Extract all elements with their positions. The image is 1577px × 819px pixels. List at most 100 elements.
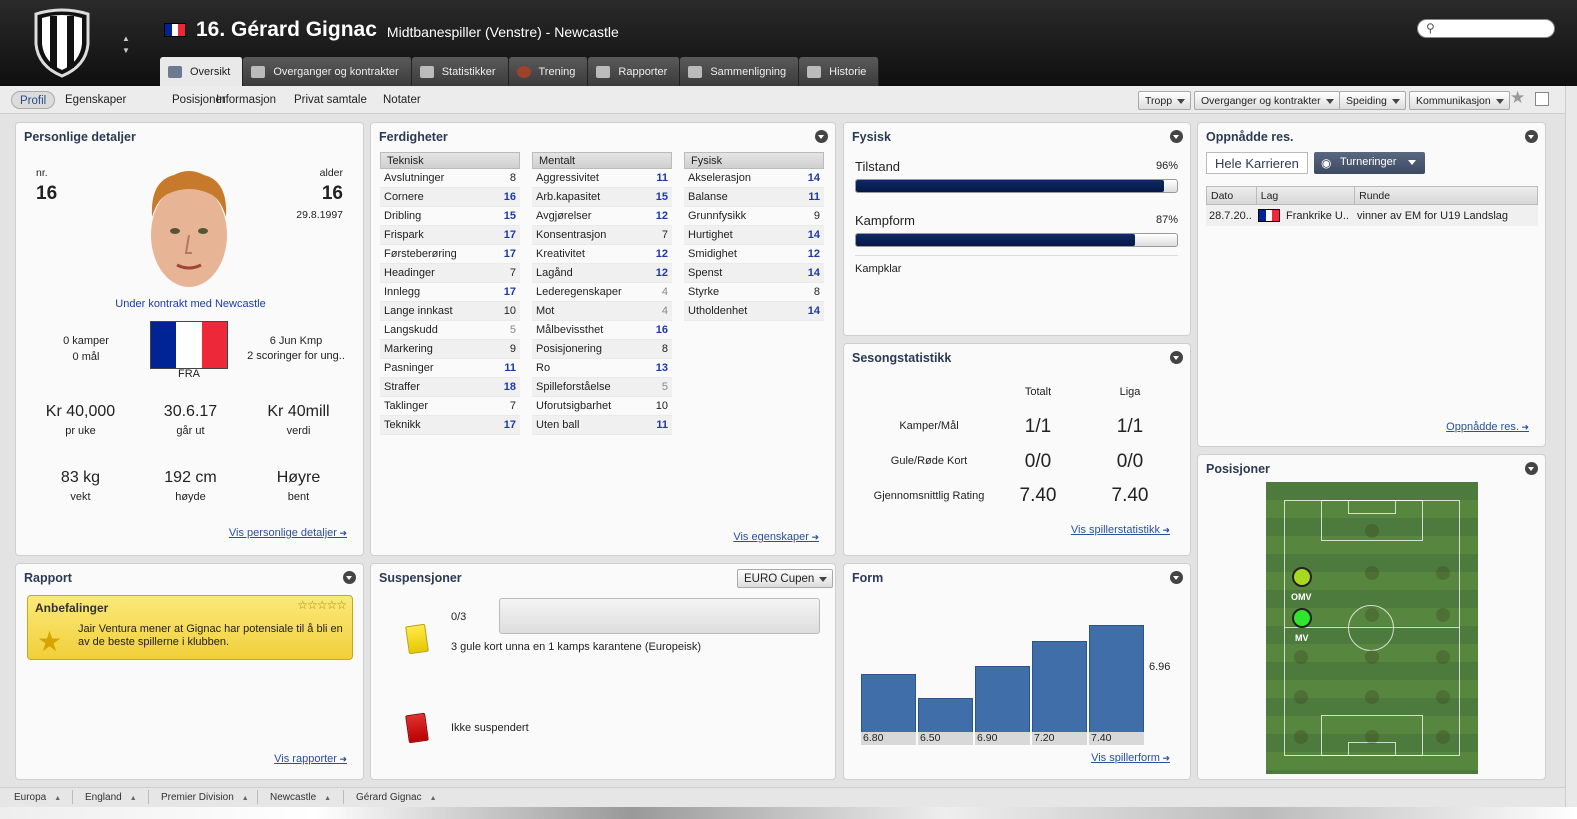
panel-menu-icon[interactable] [1170, 130, 1183, 143]
skill-row[interactable]: Taklinger 7 [380, 397, 520, 416]
panel-menu-icon[interactable] [1525, 462, 1538, 475]
star-icon[interactable]: ★ [1510, 88, 1526, 107]
skill-row[interactable]: Aggressivitet 11 [532, 169, 672, 188]
search-input[interactable]: ⚲ [1417, 19, 1555, 38]
tab-label: Sammenligning [710, 65, 787, 78]
tab-historie[interactable]: Historie [799, 57, 880, 86]
player-stats-link[interactable]: Vis spillerstatistikk [1071, 524, 1170, 536]
skill-row[interactable]: Utholdenhet 14 [684, 302, 824, 321]
tropp-dropdown[interactable]: Tropp [1138, 91, 1192, 110]
skill-row[interactable]: Dribling 15 [380, 207, 520, 226]
skill-row[interactable]: Frispark 17 [380, 226, 520, 245]
skill-row[interactable]: Markering 9 [380, 340, 520, 359]
skill-row[interactable]: Uforutsigbarhet 10 [532, 397, 672, 416]
skill-row[interactable]: Førsteberøring 17 [380, 245, 520, 264]
table-row[interactable]: 28.7.20.. Frankrike U.. vinner av EM for… [1206, 205, 1538, 226]
form-bar[interactable] [1089, 625, 1144, 737]
recommendation-box[interactable]: Anbefalinger ☆☆☆☆☆ ★ Jair Ventura mener … [27, 595, 353, 660]
nation-flag[interactable] [150, 321, 228, 369]
tab-oversikt[interactable]: Oversikt [160, 57, 244, 86]
skill-row[interactable]: Arb.kapasitet 15 [532, 188, 672, 207]
reports-link[interactable]: Vis rapporter [274, 753, 347, 765]
skill-row[interactable]: Avslutninger 8 [380, 169, 520, 188]
panel-menu-icon[interactable] [1525, 130, 1538, 143]
panel-menu-icon[interactable] [343, 571, 356, 584]
skill-row[interactable]: Teknikk 17 [380, 416, 520, 435]
breadcrumb-item[interactable]: Premier Division [161, 792, 249, 803]
skill-row[interactable]: Headinger 7 [380, 264, 520, 283]
contract-link[interactable]: Under kontrakt med Newcastle [115, 298, 266, 310]
skill-row[interactable]: Ro 13 [532, 359, 672, 378]
personal-details-link[interactable]: Vis personlige detaljer [229, 527, 347, 539]
form-bar[interactable] [1032, 641, 1087, 737]
tab-statistikker[interactable]: Statistikker [411, 57, 509, 86]
skill-row[interactable]: Spilleforståelse 5 [532, 378, 672, 397]
up-arrow-icon[interactable]: ▲ [122, 34, 130, 43]
subnav-profil[interactable]: Profil [11, 91, 56, 109]
tournaments-dropdown[interactable]: Turneringer [1314, 152, 1425, 174]
skill-row[interactable]: Avgjørelser 12 [532, 207, 672, 226]
form-bar[interactable] [861, 674, 916, 737]
breadcrumb-item[interactable]: England [85, 792, 137, 803]
skill-row[interactable]: Lederegenskaper 4 [532, 283, 672, 302]
overview-icon [168, 65, 182, 78]
competition-dropdown[interactable]: EURO Cupen [737, 569, 834, 588]
down-arrow-icon[interactable]: ▼ [122, 46, 130, 55]
skill-row[interactable]: Spenst 14 [684, 264, 824, 283]
honours-link[interactable]: Oppnådde res. [1446, 421, 1529, 433]
skill-row[interactable]: Lange innkast 10 [380, 302, 520, 321]
col-round[interactable]: Runde [1359, 190, 1391, 202]
breadcrumb-item[interactable]: Gérard Gignac [356, 792, 437, 803]
skill-row[interactable]: Pasninger 11 [380, 359, 520, 378]
skill-row[interactable]: Konsentrasjon 7 [532, 226, 672, 245]
position-marker-omv[interactable] [1292, 567, 1312, 587]
subnav-privat-samtale[interactable]: Privat samtale [294, 94, 367, 106]
panel-menu-icon[interactable] [815, 130, 828, 143]
player-form-link[interactable]: Vis spillerform [1091, 752, 1170, 764]
subnav-posisjoner[interactable]: Posisjoner [172, 94, 226, 106]
skill-row[interactable]: Kreativitet 12 [532, 245, 672, 264]
skill-row[interactable]: Akselerasjon 14 [684, 169, 824, 188]
career-tab[interactable]: Hele Karrieren [1206, 152, 1308, 174]
kommunikasjon-dropdown[interactable]: Kommunikasjon [1409, 91, 1510, 110]
skill-row[interactable]: Balanse 11 [684, 188, 824, 207]
skill-row[interactable]: Mot 4 [532, 302, 672, 321]
overganger-dropdown[interactable]: Overganger og kontrakter [1194, 91, 1340, 110]
form-bar[interactable] [975, 666, 1030, 737]
skill-row[interactable]: Hurtighet 14 [684, 226, 824, 245]
tab-sammenligning[interactable]: Sammenligning [680, 57, 800, 86]
col-team[interactable]: Lag [1257, 187, 1356, 204]
navigation-arrows[interactable]: ▲ ▼ [122, 33, 130, 57]
skill-row[interactable]: Straffer 18 [380, 378, 520, 397]
breadcrumb-item[interactable]: Europa [14, 792, 61, 803]
form-bar[interactable] [918, 698, 973, 737]
skill-row[interactable]: Målbevissthet 16 [532, 321, 672, 340]
position-marker-mv[interactable] [1292, 608, 1312, 628]
panel-menu-icon[interactable] [1170, 351, 1183, 364]
skill-row[interactable]: Styrke 8 [684, 283, 824, 302]
skill-row[interactable]: Innlegg 17 [380, 283, 520, 302]
club-logo[interactable] [30, 8, 94, 78]
skill-value: 11 [504, 362, 516, 374]
subnav-egenskaper[interactable]: Egenskaper [65, 94, 127, 106]
tab-overganger[interactable]: Overganger og kontrakter [243, 57, 412, 86]
skills-link[interactable]: Vis egenskaper [733, 531, 819, 543]
tab-rapporter[interactable]: Rapporter [588, 57, 681, 86]
skill-row[interactable]: Smidighet 12 [684, 245, 824, 264]
skill-row[interactable]: Lagånd 12 [532, 264, 672, 283]
speiding-dropdown[interactable]: Speiding [1339, 91, 1406, 110]
col-date[interactable]: Dato [1207, 187, 1257, 204]
skill-row[interactable]: Uten ball 11 [532, 416, 672, 435]
skill-row[interactable]: Grunnfysikk 9 [684, 207, 824, 226]
skill-row[interactable]: Cornere 16 [380, 188, 520, 207]
skill-row[interactable]: Posisjonering 8 [532, 340, 672, 359]
subnav-notater[interactable]: Notater [383, 94, 421, 106]
skill-row[interactable]: Langskudd 5 [380, 321, 520, 340]
settings-icon[interactable] [1535, 92, 1549, 106]
subnav-informasjon[interactable]: Informasjon [216, 94, 277, 106]
scrollbar[interactable] [1565, 86, 1577, 807]
tab-trening[interactable]: Trening [508, 57, 589, 86]
breadcrumb-item[interactable]: Newcastle [270, 792, 331, 803]
panel-menu-icon[interactable] [1170, 571, 1183, 584]
shirt-number: 16 [36, 183, 58, 204]
